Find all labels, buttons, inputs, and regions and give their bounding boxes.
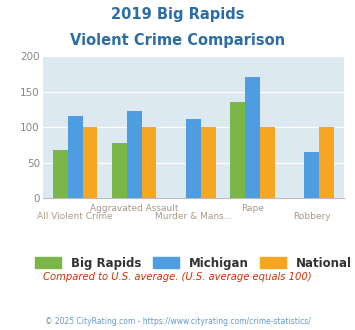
Bar	[68, 116, 83, 198]
Text: Robbery: Robbery	[293, 212, 331, 221]
Legend: Big Rapids, Michigan, National: Big Rapids, Michigan, National	[31, 252, 355, 275]
Bar	[142, 127, 157, 198]
Text: 2019 Big Rapids: 2019 Big Rapids	[111, 7, 244, 21]
Text: Violent Crime Comparison: Violent Crime Comparison	[70, 33, 285, 48]
Bar	[112, 143, 127, 198]
Text: Compared to U.S. average. (U.S. average equals 100): Compared to U.S. average. (U.S. average …	[43, 272, 312, 282]
Bar	[53, 150, 68, 198]
Bar	[201, 127, 216, 198]
Bar	[82, 127, 97, 198]
Bar	[186, 118, 201, 198]
Text: Aggravated Assault: Aggravated Assault	[90, 204, 179, 213]
Bar	[260, 127, 275, 198]
Bar	[304, 152, 319, 198]
Bar	[245, 78, 260, 198]
Bar	[127, 112, 142, 198]
Text: Rape: Rape	[241, 204, 264, 213]
Text: Murder & Mans...: Murder & Mans...	[155, 212, 232, 221]
Text: © 2025 CityRating.com - https://www.cityrating.com/crime-statistics/: © 2025 CityRating.com - https://www.city…	[45, 317, 310, 326]
Bar	[319, 127, 334, 198]
Bar	[230, 102, 245, 198]
Text: All Violent Crime: All Violent Crime	[37, 212, 113, 221]
